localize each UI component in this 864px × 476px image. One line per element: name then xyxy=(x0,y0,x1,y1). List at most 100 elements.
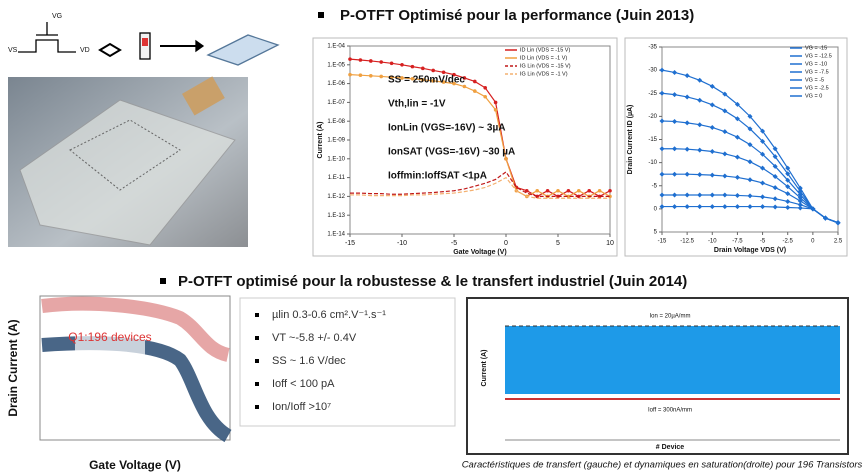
legend-label: IG Lin (VDS = -1 V) xyxy=(520,71,568,77)
marker xyxy=(747,177,753,183)
marker xyxy=(797,205,803,211)
marker xyxy=(747,159,753,165)
legend-label: VG = -7.5 xyxy=(805,69,829,75)
y-tick-label: -5 xyxy=(652,183,658,189)
marker xyxy=(747,204,753,210)
marker xyxy=(760,151,766,157)
x-tick-label: -5 xyxy=(451,240,457,247)
y-tick-label: -10 xyxy=(648,160,657,166)
annotation: IonSAT (VGS=-16V) ~30 µA xyxy=(388,147,515,158)
y-tick-label: -15 xyxy=(648,137,657,143)
marker xyxy=(421,66,425,71)
bullet-square xyxy=(318,12,324,18)
marker xyxy=(709,102,715,108)
marker xyxy=(483,85,488,90)
marker xyxy=(709,124,715,130)
marker xyxy=(473,79,477,84)
annotation: Q1:196 devices xyxy=(68,330,151,344)
marker xyxy=(348,57,352,61)
schematic-label: VG xyxy=(52,13,62,20)
marker xyxy=(734,101,740,107)
x-tick-label: 0 xyxy=(504,240,508,247)
y-label: Drain Current (A) xyxy=(6,319,20,416)
schematic xyxy=(18,22,280,66)
marker xyxy=(797,198,803,204)
legend-label: VG = -12.5 xyxy=(805,53,832,59)
legend-label: IG Lin (VDS = -15 V) xyxy=(520,63,571,69)
marker xyxy=(822,215,828,221)
bullet-square xyxy=(255,382,259,386)
x-tick-label: -5 xyxy=(760,239,766,245)
marker xyxy=(684,204,690,210)
annotation: Vth,lin = -1V xyxy=(388,99,446,110)
x-tick-label: 2.5 xyxy=(834,239,843,245)
marker xyxy=(772,146,778,152)
marker xyxy=(734,154,740,160)
marker xyxy=(659,192,665,198)
marker xyxy=(722,151,728,157)
marker xyxy=(684,171,690,177)
x-tick-label: 5 xyxy=(556,240,560,247)
marker xyxy=(608,188,612,193)
marker xyxy=(556,188,560,193)
marker xyxy=(697,77,703,83)
legend-label: VG = -15 xyxy=(805,45,827,51)
transfer-panel xyxy=(39,295,232,443)
marker xyxy=(597,188,602,193)
marker xyxy=(462,76,467,80)
marker xyxy=(684,73,690,79)
annotation: Ioffmin:IoffSAT <1pA xyxy=(388,171,487,182)
y-tick-label: -20 xyxy=(648,114,657,120)
x-tick-label: 10 xyxy=(606,240,614,247)
photo xyxy=(8,76,248,247)
marker xyxy=(785,165,791,171)
schematic-label: VS xyxy=(8,47,18,54)
marker xyxy=(410,77,415,81)
legend-label: VG = -2.5 xyxy=(805,85,829,91)
y-tick-label: -30 xyxy=(648,68,657,74)
marker xyxy=(473,89,477,93)
marker xyxy=(785,204,791,210)
marker xyxy=(709,192,715,198)
marker xyxy=(709,149,715,155)
marker xyxy=(672,118,678,124)
y-label: Current (A) xyxy=(317,122,324,159)
marker xyxy=(785,198,791,204)
marker xyxy=(684,120,690,126)
marker xyxy=(659,171,665,177)
marker xyxy=(379,60,384,64)
x-tick-label: -15 xyxy=(345,240,355,247)
legend-label: VG = -5 xyxy=(805,77,824,83)
marker xyxy=(389,61,394,66)
y-tick-label: 1.E-14 xyxy=(327,232,345,238)
marker xyxy=(535,188,539,193)
marker xyxy=(772,174,778,179)
marker xyxy=(772,196,778,202)
marker xyxy=(797,195,803,201)
chart-frame xyxy=(312,37,618,257)
marker xyxy=(659,204,665,210)
marker xyxy=(772,204,778,210)
marker xyxy=(697,204,703,210)
marker xyxy=(772,154,778,160)
y-tick-label: 1.E-07 xyxy=(327,100,345,106)
bullet-square xyxy=(255,336,259,340)
marker xyxy=(545,188,550,193)
bullet-square xyxy=(160,278,166,284)
marker xyxy=(734,174,740,180)
annotation: IonLin (VGS=-16V) ~ 3µA xyxy=(388,123,505,134)
marker xyxy=(760,138,766,144)
marker xyxy=(785,171,791,177)
marker xyxy=(462,84,467,89)
marker xyxy=(566,188,571,193)
marker xyxy=(525,188,529,193)
y-tick-label: 1.E-09 xyxy=(327,138,345,144)
marker xyxy=(785,184,791,190)
marker xyxy=(684,146,690,152)
marker xyxy=(672,69,678,75)
marker xyxy=(734,116,740,122)
marker xyxy=(493,100,498,105)
marker xyxy=(389,75,394,79)
marker xyxy=(810,206,816,212)
